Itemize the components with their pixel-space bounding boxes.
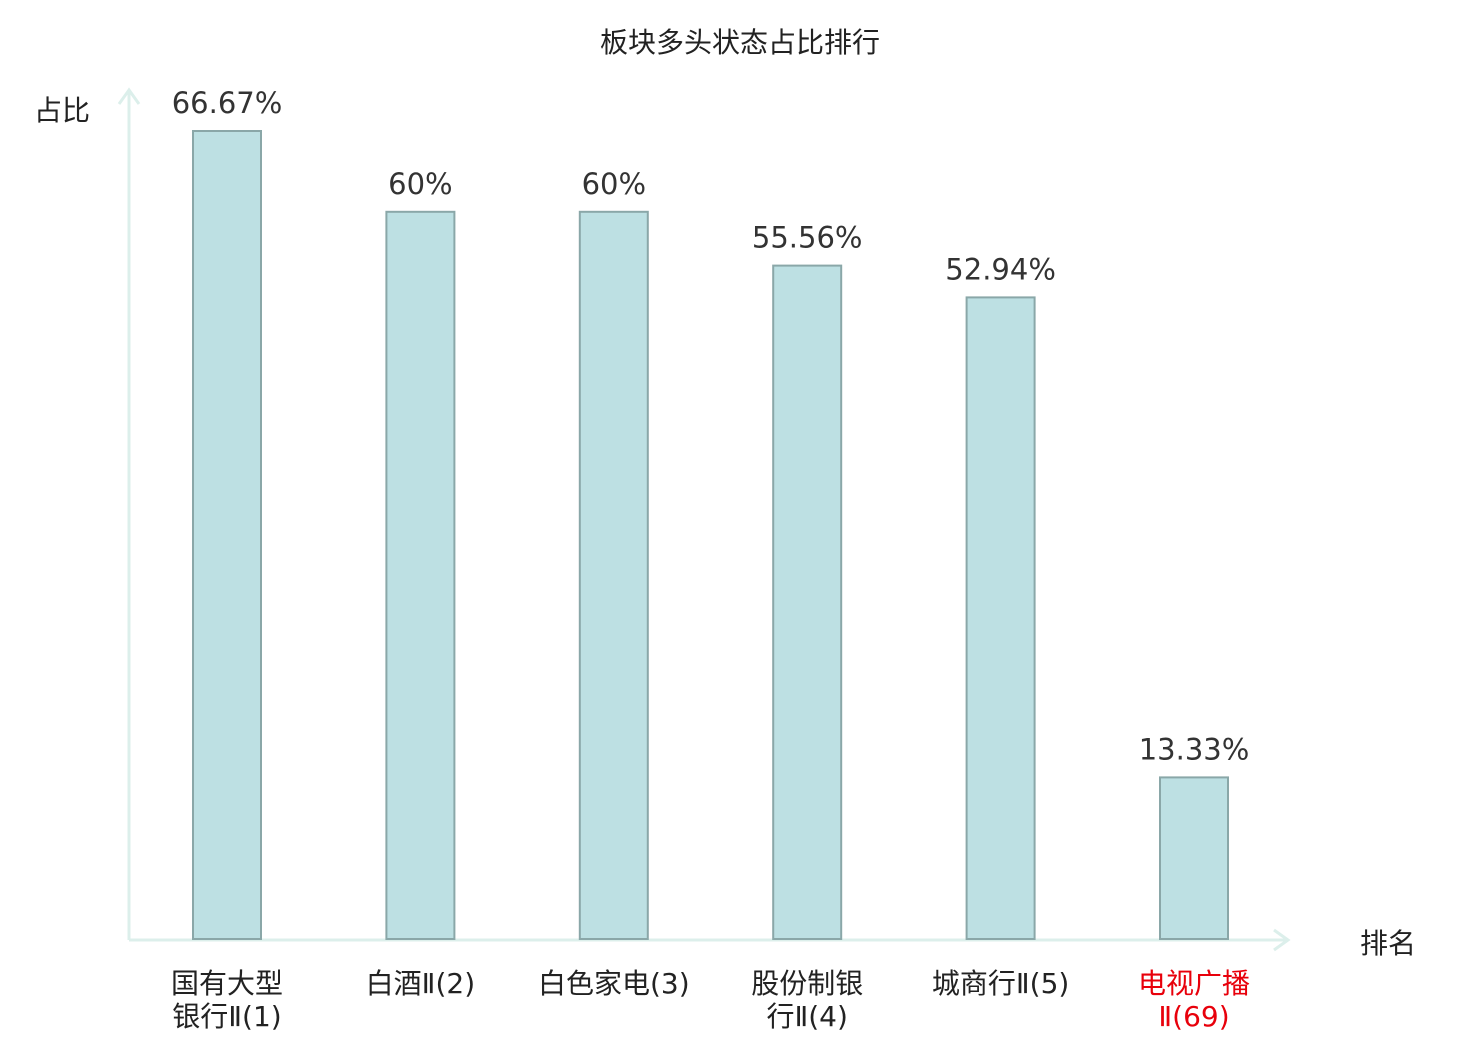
category-label-1: 国有大型银行Ⅱ(1) [171, 967, 283, 1033]
category-label-1-line-1: 国有大型 [171, 967, 283, 1000]
category-label-4: 股份制银行Ⅱ(4) [751, 967, 863, 1033]
category-labels-group: 国有大型银行Ⅱ(1) 白酒Ⅱ(2) 白色家电(3) 股份制银行Ⅱ(4) 城商行Ⅱ(5) 电… [171, 967, 1250, 1033]
y-axis-arrow [117, 87, 141, 105]
category-label-5-line-1: 城商行Ⅱ(5) [932, 967, 1069, 1000]
category-label-4-line-2: 行Ⅱ(4) [766, 1000, 847, 1033]
value-label-6: 13.33% [1139, 732, 1250, 766]
y-axis-label: 占比 [34, 94, 90, 127]
value-label-4: 55.56% [752, 221, 863, 255]
bar-5 [965, 296, 1036, 940]
x-axis-arrow [1273, 928, 1291, 952]
value-label-5: 52.94% [945, 252, 1056, 286]
category-label-1-line-2: 银行Ⅱ(1) [172, 1000, 281, 1033]
bar-2 [385, 210, 456, 941]
value-labels-group: 66.67% 60% 60% 55.56% 52.94% 13.33% [172, 86, 1250, 766]
category-label-3: 白色家电(3) [538, 967, 690, 1000]
bar-1 [192, 130, 262, 940]
category-label-6-line-2: Ⅱ(69) [1158, 1000, 1229, 1033]
category-label-3-line-1: 白色家电(3) [538, 967, 690, 1000]
x-axis-label: 排名 [1360, 927, 1416, 960]
category-label-6-line-1: 电视广播 [1138, 967, 1250, 1000]
category-label-5: 城商行Ⅱ(5) [932, 967, 1069, 1000]
category-label-6: 电视广播 Ⅱ(69) [1138, 967, 1250, 1033]
value-label-1: 66.67% [172, 86, 283, 120]
category-label-2: 白酒Ⅱ(2) [366, 967, 475, 1000]
chart-title: 板块多头状态占比排行 [600, 26, 880, 59]
category-label-4-line-1: 股份制银 [751, 967, 863, 1000]
bar-3 [578, 210, 649, 941]
bar-6 [1159, 776, 1229, 941]
value-label-3: 60% [582, 167, 646, 201]
category-label-2-line-1: 白酒Ⅱ(2) [366, 967, 475, 1000]
bars-group [192, 130, 1229, 941]
axes [117, 87, 1291, 952]
value-label-2: 60% [388, 167, 452, 201]
bar-4 [772, 264, 843, 941]
